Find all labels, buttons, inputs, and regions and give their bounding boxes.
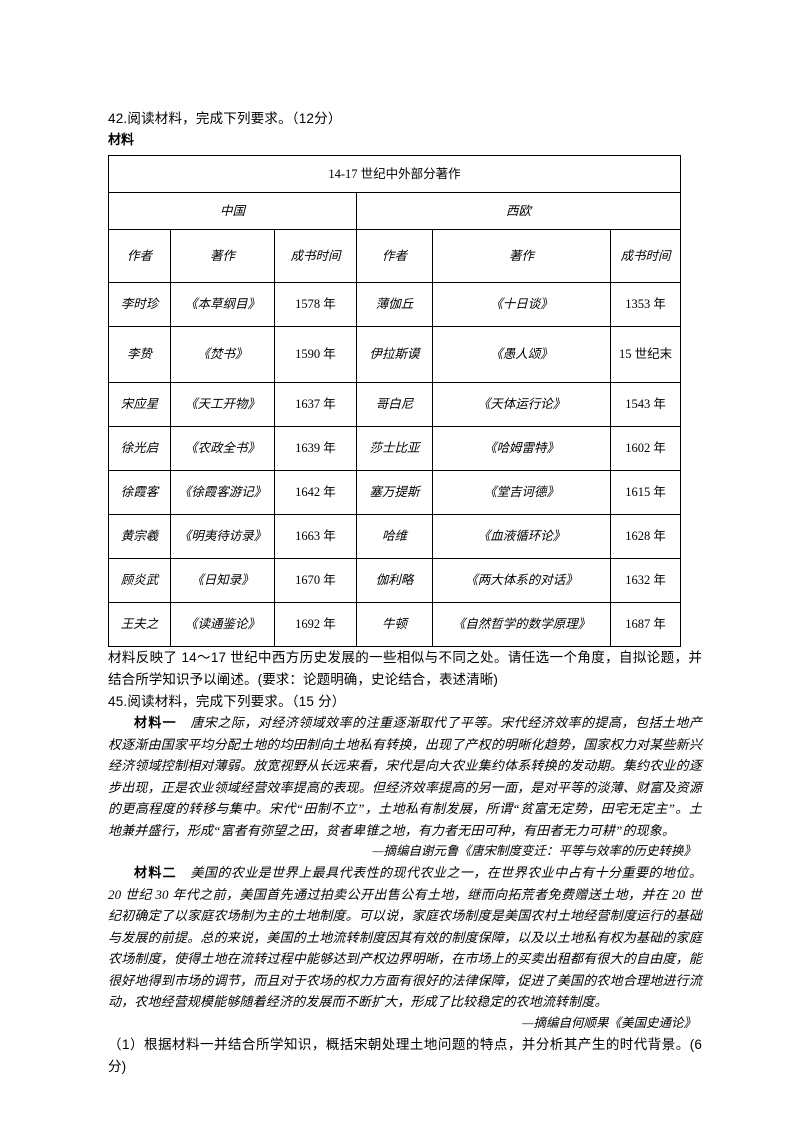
table-row: 徐光启 《农政全书》 1639 年 莎士比亚 《哈姆雷特》 1602 年: [108, 426, 682, 471]
cell-we-date: 1632 年: [609, 558, 682, 603]
cell-cn-work: 《焚书》: [170, 326, 275, 383]
cell-cn-author: 李时珍: [108, 282, 171, 327]
column-header-cn-author: 作者: [108, 229, 171, 283]
cell-we-work: 《血液循环论》: [432, 514, 611, 559]
cell-cn-date: 1642 年: [274, 470, 357, 515]
cell-we-author: 哈维: [356, 514, 433, 559]
cell-we-date: 1687 年: [609, 602, 682, 647]
cell-cn-work: 《农政全书》: [170, 426, 275, 471]
material-label-42: 材料: [108, 132, 135, 147]
table-header-row: 作者 著作 成书时间 作者 著作 成书时间: [108, 229, 682, 283]
cell-cn-date: 1692 年: [274, 602, 357, 647]
table-row: 李贽 《焚书》 1590 年 伊拉斯谟 《愚人颂》 15 世纪末: [108, 326, 682, 383]
cell-we-date: 1543 年: [609, 382, 682, 427]
cell-cn-date: 1578 年: [274, 282, 357, 327]
column-header-cn-work: 著作: [170, 229, 275, 283]
cell-we-work: 《哈姆雷特》: [432, 426, 611, 471]
cell-cn-work: 《明夷待访录》: [170, 514, 275, 559]
cell-cn-date: 1637 年: [274, 382, 357, 427]
material-two-text: 美国的农业是世界上最具代表性的现代农业之一，在世界农业中占有十分重要的地位。20…: [108, 865, 702, 1009]
table-region-row: 中国 西欧: [108, 192, 682, 230]
column-header-cn-date: 成书时间: [274, 229, 357, 283]
cell-cn-date: 1590 年: [274, 326, 357, 383]
material-one-tag: 材料一: [134, 715, 177, 730]
cell-we-author: 伊拉斯谟: [356, 326, 433, 383]
material-one-text: 唐宋之际，对经济领域效率的注重逐渐取代了平等。宋代经济效率的提高，包括土地产权逐…: [108, 715, 702, 838]
table-row: 徐霞客 《徐霞客游记》 1642 年 塞万提斯 《堂吉诃德》 1615 年: [108, 470, 682, 515]
column-header-we-date: 成书时间: [609, 229, 682, 283]
cell-cn-author: 宋应星: [108, 382, 171, 427]
cell-cn-work: 《日知录》: [170, 558, 275, 603]
cell-cn-author: 徐光启: [108, 426, 171, 471]
region-china: 中国: [108, 192, 357, 230]
cell-cn-date: 1670 年: [274, 558, 357, 603]
table-row: 顾炎武 《日知录》 1670 年 伽利略 《两大体系的对话》 1632 年: [108, 558, 682, 603]
cell-cn-date: 1639 年: [274, 426, 357, 471]
table-title-row: 14-17 世纪中外部分著作: [107, 155, 682, 193]
material-one-source: —摘编自谢元鲁《唐宋制度变迁：平等与效率的历史转换》: [372, 844, 696, 858]
material-two-source: —摘编自何顺果《美国史通论》: [522, 1015, 696, 1030]
cell-we-date: 1353 年: [609, 282, 682, 327]
table-row: 宋应星 《天工开物》 1637 年 哥白尼 《天体运行论》 1543 年: [108, 382, 682, 427]
table-title: 14-17 世纪中外部分著作: [107, 155, 682, 193]
cell-cn-author: 黄宗羲: [108, 514, 171, 559]
cell-we-date: 1628 年: [609, 514, 682, 559]
material-two-paragraph: 材料二 美国的农业是世界上最具代表性的现代农业之一，在世界农业中占有十分重要的地…: [108, 862, 702, 1013]
cell-we-work: 《堂吉诃德》: [432, 470, 611, 515]
table-row: 王夫之 《读通鉴论》 1692 年 牛顿 《自然哲学的数学原理》 1687 年: [108, 602, 682, 647]
question-42-prompt: 材料反映了 14～17 世纪中西方历史发展的一些相似与不同之处。请任选一个角度，…: [108, 650, 702, 687]
column-header-we-author: 作者: [356, 229, 433, 283]
cell-we-date: 1615 年: [609, 470, 682, 515]
material-one-paragraph: 材料一 唐宋之际，对经济领域效率的注重逐渐取代了平等。宋代经济效率的提高，包括土…: [108, 712, 702, 841]
cell-we-work: 《两大体系的对话》: [432, 558, 611, 603]
cell-we-date: 1602 年: [609, 426, 682, 471]
cell-we-author: 薄伽丘: [356, 282, 433, 327]
cell-cn-author: 顾炎武: [108, 558, 171, 603]
cell-we-date: 15 世纪末: [609, 326, 682, 383]
cell-we-author: 伽利略: [356, 558, 433, 603]
cell-we-work: 《十日谈》: [432, 282, 611, 327]
cell-cn-work: 《徐霞客游记》: [170, 470, 275, 515]
works-table: 14-17 世纪中外部分著作 中国 西欧 作者 著作 成书时间 作者 著作 成书…: [107, 155, 682, 647]
cell-we-work: 《天体运行论》: [432, 382, 611, 427]
question-42-heading: 42.阅读材料，完成下列要求。（12分）: [108, 111, 342, 126]
region-western-europe: 西欧: [355, 192, 682, 230]
works-table-body: 14-17 世纪中外部分著作 中国 西欧 作者 著作 成书时间 作者 著作 成书…: [107, 155, 682, 647]
column-header-we-work: 著作: [432, 229, 611, 283]
cell-we-work: 《自然哲学的数学原理》: [432, 602, 611, 647]
question-45-sub-1: （1）根据材料一并结合所学知识，概括宋朝处理土地问题的特点，并分析其产生的时代背…: [108, 1036, 702, 1074]
cell-cn-author: 王夫之: [108, 602, 171, 647]
cell-we-author: 哥白尼: [356, 382, 433, 427]
cell-cn-work: 《读通鉴论》: [170, 602, 275, 647]
cell-cn-work: 《天工开物》: [170, 382, 275, 427]
cell-we-author: 牛顿: [356, 602, 433, 647]
cell-we-author: 莎士比亚: [356, 426, 433, 471]
cell-cn-work: 《本草纲目》: [170, 282, 275, 327]
cell-we-author: 塞万提斯: [356, 470, 433, 515]
material-two-tag: 材料二: [134, 865, 177, 880]
cell-cn-date: 1663 年: [274, 514, 357, 559]
question-45-heading: 45.阅读材料，完成下列要求。（15 分）: [108, 694, 346, 709]
table-row: 李时珍 《本草纲目》 1578 年 薄伽丘 《十日谈》 1353 年: [108, 282, 682, 327]
cell-cn-author: 李贽: [108, 326, 171, 383]
table-row: 黄宗羲 《明夷待访录》 1663 年 哈维 《血液循环论》 1628 年: [108, 514, 682, 559]
cell-we-work: 《愚人颂》: [432, 326, 611, 383]
cell-cn-author: 徐霞客: [108, 470, 171, 515]
